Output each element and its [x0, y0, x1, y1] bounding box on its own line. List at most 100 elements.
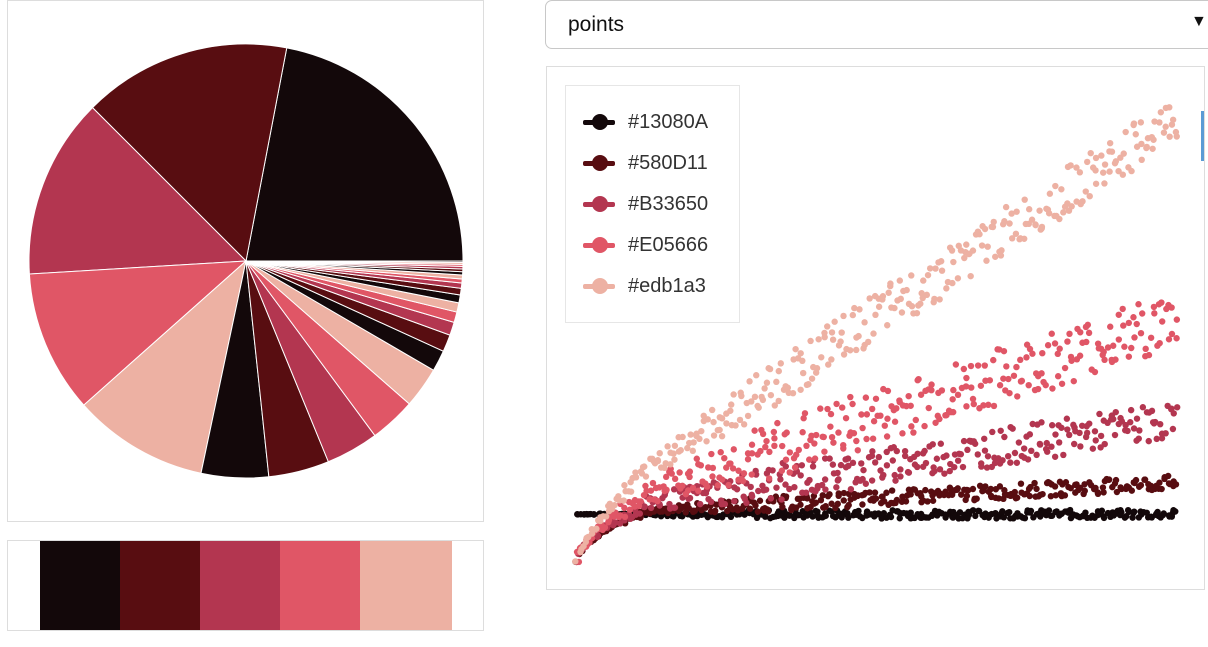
scatter-point — [924, 271, 932, 279]
scatter-point — [1013, 363, 1020, 371]
scatter-point — [837, 338, 844, 345]
scatter-point — [959, 463, 967, 471]
swatch-5[interactable] — [360, 541, 452, 630]
scatter-point — [817, 496, 825, 504]
scatter-point — [641, 503, 648, 510]
scatter-point — [748, 471, 755, 478]
scroll-indicator[interactable] — [1201, 111, 1204, 161]
triangle-down-icon[interactable]: ▼ — [1191, 13, 1207, 30]
scatter-point — [1135, 301, 1142, 308]
scatter-point — [812, 431, 820, 439]
scatter-point — [1112, 408, 1119, 416]
scatter-point — [647, 487, 655, 494]
scatter-point — [1076, 429, 1083, 437]
scatter-point — [915, 375, 922, 383]
scatter-point — [761, 512, 769, 519]
pie-slice[interactable] — [28, 260, 248, 406]
pie-chart-panel — [7, 0, 484, 522]
scatter-point — [833, 400, 840, 408]
swatch-3[interactable] — [200, 541, 280, 630]
scatter-point — [834, 469, 841, 477]
scatter-point — [748, 450, 756, 457]
scatter-point — [1125, 319, 1133, 327]
scatter-point — [696, 500, 704, 508]
scatter-point — [1098, 152, 1105, 159]
scatter-point — [1105, 476, 1113, 483]
pie-slice[interactable] — [245, 260, 464, 263]
scatter-point — [1112, 158, 1120, 165]
swatch-1[interactable] — [40, 541, 120, 630]
chart-type-select[interactable]: points ▼ — [545, 0, 1208, 49]
scatter-point — [1141, 476, 1148, 483]
scatter-point — [1086, 192, 1093, 200]
scatter-point — [1094, 490, 1102, 498]
scatter-point — [875, 303, 883, 310]
scatter-point — [969, 485, 977, 493]
legend-item[interactable]: #edb1a3 — [582, 274, 732, 298]
scatter-point — [1081, 487, 1088, 495]
scatter-point — [690, 439, 697, 446]
legend-marker-icon — [582, 274, 616, 298]
scatter-point — [826, 455, 833, 462]
scatter-point — [1058, 186, 1065, 193]
scatter-point — [864, 338, 872, 346]
legend-item[interactable]: #B33650 — [582, 192, 732, 216]
scatter-point — [1026, 492, 1033, 500]
scatter-point — [859, 424, 866, 432]
scatter-point — [746, 505, 754, 512]
scatter-point — [1164, 472, 1172, 480]
scatter-point — [1025, 206, 1033, 213]
scatter-point — [1029, 350, 1036, 357]
swatch-2[interactable] — [120, 541, 200, 630]
scatter-point — [718, 476, 726, 483]
pie-slice[interactable] — [245, 47, 464, 262]
scatter-point — [983, 464, 991, 471]
scatter-point — [786, 485, 793, 493]
scatter-point — [996, 382, 1004, 389]
scatter-point — [721, 454, 728, 462]
scatter-point — [727, 460, 734, 467]
scatter-point — [833, 484, 840, 491]
scatter-point — [899, 430, 906, 437]
legend-item[interactable]: #E05666 — [582, 233, 732, 257]
scatter-point — [875, 453, 883, 461]
scatter-point — [1128, 167, 1135, 175]
scatter-point — [802, 489, 810, 496]
scatter-point — [932, 265, 939, 272]
scatter-point — [969, 507, 976, 514]
scatter-point — [859, 475, 866, 483]
scatter-point — [1113, 488, 1121, 496]
scatter-point — [1016, 236, 1023, 243]
scatter-point — [1026, 345, 1034, 353]
scatter-point — [940, 491, 948, 499]
scatter-point — [943, 285, 950, 292]
swatch-4[interactable] — [280, 541, 360, 630]
scatter-point — [1152, 418, 1159, 426]
scatter-point — [762, 443, 769, 451]
scatter-point — [1001, 218, 1008, 225]
scatter-point — [1162, 123, 1169, 130]
pie-slice[interactable] — [28, 106, 248, 275]
scatter-point — [1017, 356, 1024, 364]
scatter-point — [1013, 494, 1021, 501]
scatter-point — [891, 471, 898, 479]
scatter-point — [918, 290, 925, 297]
legend-item[interactable]: #13080A — [582, 110, 732, 134]
legend-item[interactable]: #580D11 — [582, 151, 732, 175]
scatter-point — [1157, 109, 1165, 116]
scatter-point — [702, 503, 709, 511]
scatter-point — [822, 486, 829, 493]
scatter-point — [771, 442, 778, 450]
scatter-point — [1149, 145, 1156, 152]
pie-slice[interactable] — [83, 259, 247, 474]
scatter-point — [1092, 167, 1099, 174]
scatter-point — [1013, 459, 1021, 466]
scatter-point — [822, 512, 829, 519]
scatter-point — [594, 532, 602, 539]
scatter-point — [1168, 405, 1175, 412]
pie-slice[interactable] — [91, 43, 288, 263]
scatter-point — [732, 422, 739, 429]
scatter-point — [1038, 225, 1045, 232]
scatter-point — [729, 465, 737, 472]
scatter-point — [751, 427, 758, 434]
